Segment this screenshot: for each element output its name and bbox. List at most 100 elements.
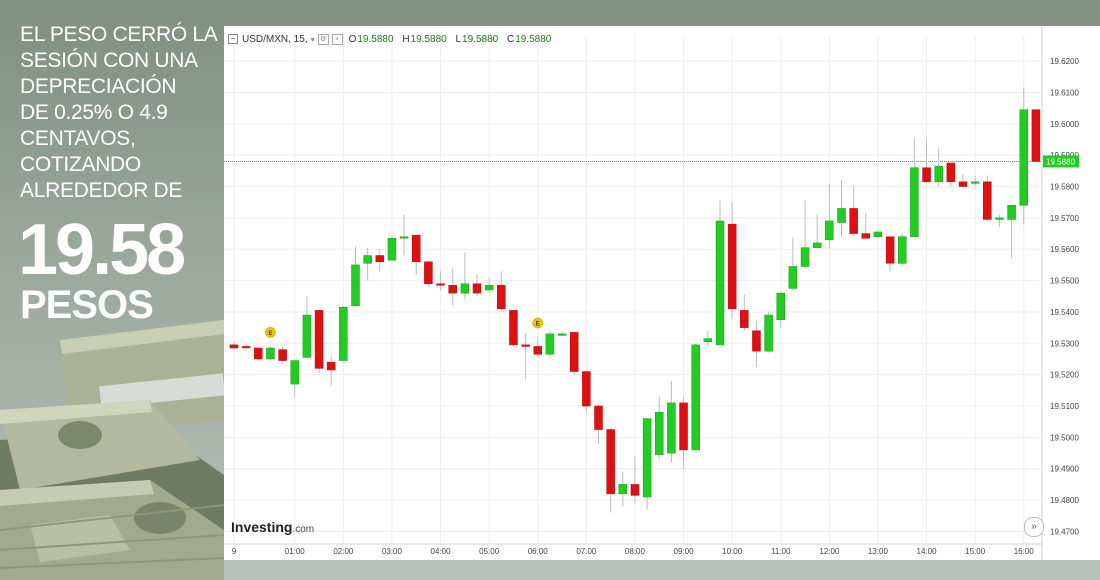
open-label: O — [348, 33, 357, 45]
money-stack-image — [0, 320, 224, 580]
candle — [241, 346, 251, 349]
candle — [521, 344, 530, 347]
collapse-icon[interactable]: − — [228, 34, 238, 44]
left-panel: EL PESO CERRÓ LA SESIÓN CON UNA DEPRECIA… — [0, 0, 224, 580]
candle — [946, 162, 956, 183]
candle — [302, 314, 312, 358]
candle — [825, 220, 834, 241]
scroll-to-latest-button[interactable]: » — [1024, 517, 1044, 537]
open-value: 19.5880 — [357, 33, 394, 45]
y-tick-label: 19.5300 — [1050, 339, 1079, 348]
y-tick-label: 19.5200 — [1050, 371, 1079, 380]
candle — [314, 310, 324, 369]
headline: EL PESO CERRÓ LA SESIÓN CON UNA DEPRECIA… — [20, 22, 220, 204]
y-tick-label: 19.6000 — [1050, 120, 1079, 129]
close-icon[interactable]: × — [331, 33, 343, 45]
close-label: C — [506, 33, 515, 45]
x-tick-label: 13:00 — [868, 547, 889, 556]
y-tick-label: 19.5600 — [1050, 245, 1079, 254]
y-tick-label: 19.5400 — [1050, 308, 1079, 317]
candle — [497, 285, 506, 310]
headline-line: COTIZANDO — [20, 153, 141, 176]
y-tick-label: 19.6100 — [1050, 88, 1079, 97]
event-marker — [532, 317, 544, 329]
chart-header: − USD/MXN, 15, ▾ ⚙ × O19.5880 H19.5880 L… — [224, 26, 557, 52]
headline-line: EL PESO CERRÓ LA — [20, 23, 218, 46]
candle — [642, 418, 652, 498]
candle — [412, 234, 421, 263]
candle — [922, 167, 931, 183]
dropdown-icon[interactable]: ▾ — [310, 34, 315, 44]
y-tick-label: 19.5500 — [1050, 277, 1079, 286]
x-tick-label: 16:00 — [1014, 547, 1035, 556]
candle — [363, 255, 372, 264]
candle — [254, 347, 263, 360]
candle — [569, 332, 579, 372]
high-value: 19.5880 — [410, 33, 447, 45]
x-tick-label: 07:00 — [576, 547, 597, 556]
candle — [1007, 205, 1016, 220]
x-tick-label: 02:00 — [333, 547, 354, 556]
y-tick-label: 19.4700 — [1050, 527, 1079, 536]
event-marker — [265, 327, 276, 338]
candle — [873, 231, 883, 237]
x-tick-label: 14:00 — [917, 547, 938, 556]
symbol-label: USD/MXN, 15, — [242, 33, 308, 45]
x-tick-label: 11:00 — [771, 547, 791, 556]
candle — [229, 344, 239, 349]
x-tick-label: 12:00 — [819, 547, 840, 556]
candle — [630, 484, 640, 496]
y-tick-label: 19.4800 — [1050, 496, 1079, 505]
candle — [655, 412, 664, 455]
candle — [533, 346, 542, 355]
candle — [326, 361, 336, 371]
candle — [740, 310, 749, 328]
headline-line: DEPRECIACIÓN — [20, 75, 177, 98]
settings-icon[interactable]: ⚙ — [317, 33, 329, 45]
candle — [776, 292, 785, 321]
candle — [278, 349, 287, 361]
x-tick-label: 15:00 — [965, 547, 986, 556]
candle — [557, 333, 567, 336]
candle — [266, 347, 275, 360]
y-tick-label: 19.5000 — [1050, 433, 1079, 442]
candle — [594, 405, 603, 430]
candle — [691, 344, 700, 451]
big-price-value: 19.58 — [18, 210, 186, 290]
big-price-unit: PESOS — [20, 283, 154, 327]
candle — [399, 236, 409, 239]
y-tick-label: 19.5800 — [1050, 183, 1079, 192]
candlestick-chart[interactable]: 19.4700 19.4800 19.4900 19.5000 19.5100 19.52… — [224, 26, 1100, 560]
x-tick-label: 9 — [232, 547, 237, 556]
x-tick-label: 06:00 — [528, 547, 549, 556]
candle — [934, 165, 943, 183]
candle — [1019, 109, 1028, 206]
last-price-badge — [1043, 155, 1079, 168]
candle — [983, 181, 992, 220]
y-tick-label: 19.5700 — [1050, 214, 1079, 223]
candle — [484, 285, 494, 291]
candle — [703, 338, 713, 342]
candle — [898, 236, 907, 264]
candle — [812, 242, 822, 248]
event-marker-label: E — [268, 331, 272, 337]
chart-panel[interactable]: 19.4700 19.4800 19.4900 19.5000 19.5100 19.52… — [224, 26, 1100, 560]
x-tick-label: 04:00 — [431, 547, 452, 556]
candle — [679, 402, 688, 451]
candle — [970, 181, 980, 184]
candle — [290, 360, 299, 385]
bottom-strip — [224, 560, 1100, 580]
candle — [472, 283, 482, 294]
headline-line: DE 0.25% O 4.9 — [20, 101, 168, 124]
candle — [667, 402, 676, 454]
candle — [460, 283, 470, 294]
high-label: H — [402, 33, 410, 45]
headline-line: SESIÓN CON UNA — [20, 49, 198, 72]
candle — [715, 220, 725, 346]
candle — [1031, 109, 1041, 162]
x-tick-label: 05:00 — [479, 547, 500, 556]
candle — [387, 238, 397, 261]
close-value: 19.5880 — [515, 33, 552, 45]
y-tick-label: 19.6200 — [1050, 57, 1079, 66]
candle — [375, 255, 385, 263]
